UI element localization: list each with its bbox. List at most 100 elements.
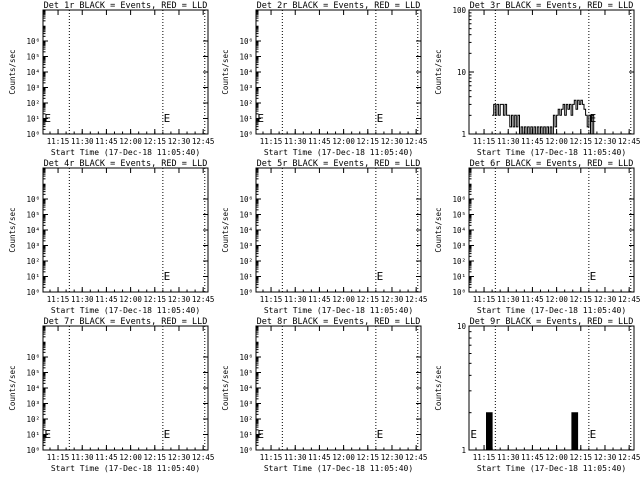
y-tick-label: 10⁵ xyxy=(239,53,253,62)
x-tick-label: 12:45 xyxy=(618,137,640,146)
y-axis-label: Counts/sec xyxy=(434,207,443,252)
y-tick-label: 10¹ xyxy=(26,273,40,282)
y-tick-label: 10 xyxy=(457,68,467,77)
chart-panel-6: Det 6r BLACK = Events, RED = LLD Counts/s… xyxy=(434,159,640,315)
x-axis-label: Start Time (17-Dec-18 11:05:40) xyxy=(477,306,626,315)
y-tick-label: 10⁴ xyxy=(26,68,40,77)
y-tick-label: 10³ xyxy=(26,242,40,251)
x-tick-label: 12:15 xyxy=(144,137,167,146)
event-marker-label: E xyxy=(590,270,597,283)
y-tick-label: 10⁰ xyxy=(239,288,253,297)
y-tick-label: 10¹ xyxy=(239,431,253,440)
x-tick-label: 12:00 xyxy=(119,453,142,462)
x-axis-label: Start Time (17-Dec-18 11:05:40) xyxy=(477,148,626,157)
y-tick-label: 10² xyxy=(239,257,253,266)
x-tick-label: 12:30 xyxy=(594,295,617,304)
x-axis-label: Start Time (17-Dec-18 11:05:40) xyxy=(264,148,413,157)
y-tick-label: 10² xyxy=(26,99,40,108)
plot-frame xyxy=(255,167,422,293)
y-tick-label: 10² xyxy=(452,257,466,266)
x-tick-label: 12:00 xyxy=(545,453,568,462)
x-tick-label: 12:30 xyxy=(381,137,404,146)
x-tick-label: 11:45 xyxy=(95,453,118,462)
event-marker-label: E xyxy=(470,428,477,441)
chart-title: Det 1r BLACK = Events, RED = LLD xyxy=(44,1,208,11)
event-marker-label: E xyxy=(257,428,264,441)
plot-frame xyxy=(42,325,209,451)
y-axis-label: Counts/sec xyxy=(221,49,230,94)
x-tick-label: 11:30 xyxy=(497,137,520,146)
x-tick-label: 12:15 xyxy=(144,295,167,304)
y-tick-label: 10⁶ xyxy=(452,195,466,204)
y-tick-label: 10⁶ xyxy=(26,195,40,204)
y-axis-label: Counts/sec xyxy=(221,207,230,252)
plot-frame xyxy=(42,9,209,135)
x-tick-label: 12:15 xyxy=(570,453,593,462)
y-axis-label: Counts/sec xyxy=(8,365,17,410)
chart-title: Det 8r BLACK = Events, RED = LLD xyxy=(257,317,421,327)
x-tick-label: 11:15 xyxy=(473,137,496,146)
y-tick-label: 10⁰ xyxy=(239,130,253,139)
x-tick-label: 12:15 xyxy=(357,295,380,304)
chart-title: Det 5r BLACK = Events, RED = LLD xyxy=(257,159,421,169)
x-tick-label: 12:00 xyxy=(119,137,142,146)
x-tick-label: 12:00 xyxy=(119,295,142,304)
x-tick-label: 12:15 xyxy=(144,453,167,462)
chart-title: Det 2r BLACK = Events, RED = LLD xyxy=(257,1,421,11)
event-marker-label: E xyxy=(44,428,51,441)
x-tick-label: 12:30 xyxy=(594,453,617,462)
x-tick-label: 11:15 xyxy=(473,295,496,304)
y-axis-label: Counts/sec xyxy=(434,365,443,410)
y-tick-label: 1 xyxy=(461,446,466,455)
y-tick-label: 10³ xyxy=(239,400,253,409)
x-tick-label: 11:30 xyxy=(284,295,307,304)
y-tick-label: 10⁴ xyxy=(239,226,253,235)
x-tick-label: 11:30 xyxy=(71,453,94,462)
y-tick-label: 1 xyxy=(461,130,466,139)
chart-title: Det 6r BLACK = Events, RED = LLD xyxy=(470,159,634,169)
y-tick-label: 10 xyxy=(457,322,467,331)
x-tick-label: 11:45 xyxy=(308,453,331,462)
x-tick-label: 12:15 xyxy=(357,137,380,146)
x-tick-label: 11:15 xyxy=(47,453,70,462)
y-tick-label: 10⁶ xyxy=(26,37,40,46)
x-tick-label: 12:45 xyxy=(405,137,428,146)
x-tick-label: 12:00 xyxy=(332,295,355,304)
y-tick-label: 10⁶ xyxy=(239,195,253,204)
event-marker-label: E xyxy=(44,112,51,125)
x-tick-label: 12:45 xyxy=(618,295,640,304)
plot-frame xyxy=(255,325,422,451)
chart-title: Det 7r BLACK = Events, RED = LLD xyxy=(44,317,208,327)
chart-panel-5: Det 5r BLACK = Events, RED = LLD Counts/s… xyxy=(221,159,427,315)
x-tick-label: 11:30 xyxy=(284,137,307,146)
chart-panel-7: Det 7r BLACK = Events, RED = LLD Counts/s… xyxy=(8,317,214,473)
y-tick-label: 10⁵ xyxy=(26,53,40,62)
y-tick-label: 10⁴ xyxy=(239,384,253,393)
x-tick-label: 12:45 xyxy=(405,295,428,304)
y-tick-label: 10³ xyxy=(26,400,40,409)
y-tick-label: 10⁵ xyxy=(26,369,40,378)
y-tick-label: 10⁰ xyxy=(26,288,40,297)
x-tick-label: 11:45 xyxy=(521,137,544,146)
y-tick-label: 10⁶ xyxy=(26,353,40,362)
y-tick-label: 10⁴ xyxy=(26,226,40,235)
x-axis-label: Start Time (17-Dec-18 11:05:40) xyxy=(264,306,413,315)
x-tick-label: 11:30 xyxy=(71,137,94,146)
y-tick-label: 10¹ xyxy=(452,273,466,282)
x-tick-label: 12:45 xyxy=(192,295,215,304)
event-marker-label: E xyxy=(164,428,171,441)
x-tick-label: 12:45 xyxy=(405,453,428,462)
x-axis-label: Start Time (17-Dec-18 11:05:40) xyxy=(51,306,200,315)
chart-panel-4: Det 4r BLACK = Events, RED = LLD Counts/s… xyxy=(8,159,214,315)
event-marker-label: E xyxy=(164,270,171,283)
x-tick-label: 11:45 xyxy=(521,453,544,462)
chart-title: Det 3r BLACK = Events, RED = LLD xyxy=(470,1,634,11)
y-tick-label: 10³ xyxy=(452,242,466,251)
x-tick-label: 12:15 xyxy=(357,453,380,462)
chart-panel-9: Det 9r BLACK = Events, RED = LLD Counts/s… xyxy=(434,317,640,473)
x-tick-label: 11:45 xyxy=(95,295,118,304)
y-tick-label: 10⁰ xyxy=(239,446,253,455)
x-tick-label: 11:15 xyxy=(260,453,283,462)
x-axis-label: Start Time (17-Dec-18 11:05:40) xyxy=(264,464,413,473)
x-tick-label: 11:15 xyxy=(47,295,70,304)
